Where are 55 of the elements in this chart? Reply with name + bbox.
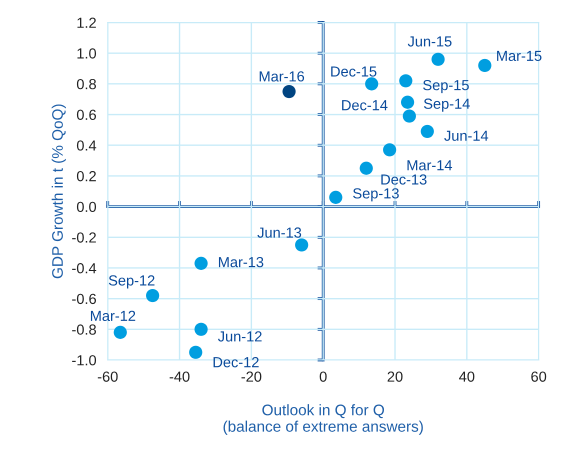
annotation: Dec-13 — [381, 174, 427, 185]
point — [194, 256, 208, 270]
point — [478, 58, 492, 72]
point — [420, 124, 434, 138]
point — [432, 52, 445, 66]
annotation: Mar-15 — [497, 50, 542, 62]
annotation: Jun-12 — [218, 331, 262, 342]
x-axis-title: Outlook in Q for Q (balance of extreme answers) — [224, 404, 423, 435]
annotation: Sep-14 — [424, 98, 470, 112]
y-tick-label: -0.4 — [72, 263, 96, 274]
y-tick-label: 0.0 — [76, 202, 96, 212]
y-axis-title: GDP Growth in t (% QoQ) — [52, 104, 66, 278]
x-tick-label: -20 — [241, 371, 262, 382]
x-tick-label: -40 — [170, 371, 190, 382]
annotation: Jun-14 — [444, 130, 488, 141]
point — [194, 322, 208, 336]
annotation: Dec-12 — [214, 357, 259, 368]
point — [329, 190, 342, 204]
annotation: Jun-13 — [257, 227, 302, 238]
y-tick-label: -1.0 — [72, 355, 96, 366]
annotation: Sep-15 — [423, 80, 469, 94]
point — [146, 288, 160, 302]
y-tick-label: 0.4 — [76, 140, 96, 151]
y-tick-label: 0.2 — [76, 171, 96, 182]
x-tick-label: 20 — [388, 371, 403, 382]
x-tick-label: 60 — [531, 371, 546, 382]
annotation: Sep-13 — [353, 188, 399, 202]
point — [295, 238, 308, 252]
x-tick-label: -60 — [98, 371, 118, 382]
y-tick-label: -0.2 — [72, 232, 96, 243]
annotation: Sep-12 — [108, 275, 154, 288]
point — [365, 77, 378, 90]
annotation: Mar-14 — [407, 160, 452, 170]
y-tick-label: 0.6 — [76, 110, 96, 120]
y-tick-label: 1.2 — [77, 18, 96, 28]
point — [360, 162, 373, 175]
point — [282, 84, 296, 98]
point — [402, 109, 416, 123]
annotation: Mar-16 — [260, 71, 304, 82]
x-tick-label: 0 — [320, 371, 327, 382]
point — [189, 346, 202, 359]
point — [399, 74, 412, 88]
y-tick-label: 1.0 — [77, 48, 96, 59]
annotation: Mar-13 — [218, 256, 264, 268]
annotation: Dec-15 — [331, 66, 376, 77]
point — [114, 326, 127, 339]
annotation: Jun-15 — [408, 36, 452, 47]
y-tick-label: -0.8 — [72, 324, 96, 335]
point — [383, 143, 396, 156]
annotation: Dec-14 — [342, 100, 388, 110]
y-tick-label: -0.6 — [72, 294, 96, 304]
annotation: Mar-12 — [90, 310, 136, 322]
x-tick-label: 40 — [459, 371, 474, 382]
point — [400, 96, 414, 109]
y-tick-label: 0.8 — [76, 78, 96, 90]
